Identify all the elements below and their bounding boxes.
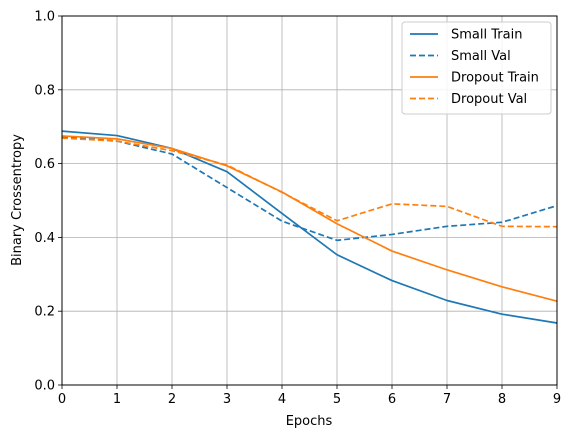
x-tick-label: 4 [278, 392, 286, 407]
y-axis-label: Binary Crossentropy [10, 134, 25, 266]
x-tick-label: 8 [498, 392, 506, 407]
x-tick-label: 3 [223, 392, 231, 407]
y-tick-label: 0.0 [34, 379, 55, 394]
x-tick-label: 5 [333, 392, 341, 407]
y-tick-label: 0.2 [34, 305, 55, 320]
x-tick-label: 6 [388, 392, 396, 407]
y-tick-label: 0.6 [34, 157, 55, 172]
x-tick-label: 0 [58, 392, 66, 407]
y-tick-label: 0.8 [34, 83, 55, 98]
x-tick-label: 9 [553, 392, 561, 407]
series-line-small-val [62, 137, 557, 241]
x-axis-label: Epochs [286, 414, 333, 429]
legend-entry: Dropout Val [451, 92, 527, 107]
legend-entry: Small Train [451, 28, 522, 43]
series-lines [62, 131, 557, 323]
x-tick-label: 2 [168, 392, 176, 407]
series-line-small-train [62, 131, 557, 323]
legend-entry: Small Val [451, 49, 511, 64]
x-tick-label: 1 [113, 392, 121, 407]
y-tick-label: 0.4 [34, 231, 55, 246]
series-line-dropout-val [62, 138, 557, 227]
x-tick-label: 7 [443, 392, 451, 407]
legend-entry: Dropout Train [451, 71, 539, 86]
y-tick-label: 1.0 [34, 10, 55, 25]
legend: Small Train Small Val Dropout Train Dropout… [402, 22, 551, 114]
